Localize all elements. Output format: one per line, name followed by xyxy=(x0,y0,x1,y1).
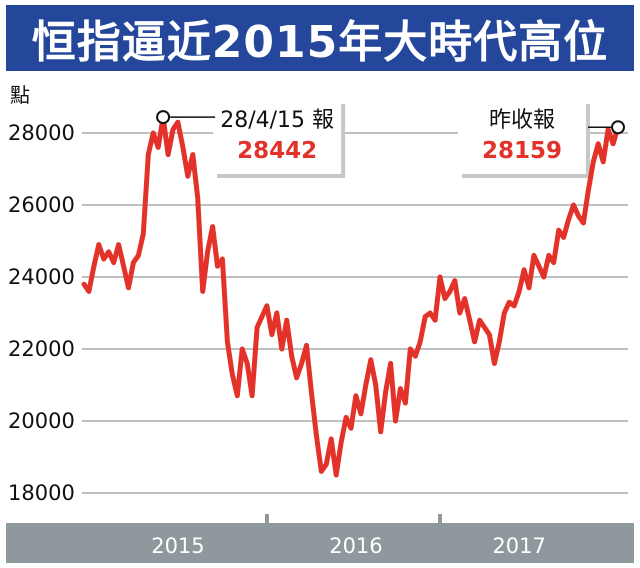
title-bar: 恒指逼近2015年大時代高位 xyxy=(6,5,634,71)
x-divider-tick xyxy=(264,514,269,528)
y-unit-label: 點 xyxy=(10,83,30,107)
x-axis-band xyxy=(6,523,634,563)
callout-label: 28/4/15 報 xyxy=(220,108,334,133)
callout-marker xyxy=(156,110,171,125)
chart-title: 恒指逼近2015年大時代高位 xyxy=(31,17,609,68)
y-tick-label-26000: 26000 xyxy=(8,193,75,217)
y-tick-label-28000: 28000 xyxy=(8,121,75,145)
x-tick-label-2015: 2015 xyxy=(151,534,204,558)
callout-value: 28159 xyxy=(482,138,562,164)
y-tick-label-20000: 20000 xyxy=(8,409,75,433)
callout-marker xyxy=(611,120,625,135)
y-tick-label-18000: 18000 xyxy=(8,481,75,505)
callout-box xyxy=(213,100,342,174)
callout-box xyxy=(458,100,586,174)
y-tick-label-22000: 22000 xyxy=(8,337,75,361)
x-tick-label-2017: 2017 xyxy=(492,534,545,558)
callout-label: 昨收報 xyxy=(489,108,555,133)
y-tick-label-24000: 24000 xyxy=(8,265,75,289)
x-tick-label-2016: 2016 xyxy=(329,534,382,558)
callout-value: 28442 xyxy=(237,138,317,164)
x-divider-tick xyxy=(438,514,442,528)
series-line xyxy=(81,114,621,478)
